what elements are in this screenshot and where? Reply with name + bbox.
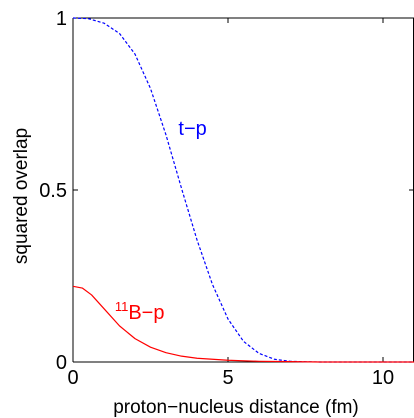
x-tick-label: 0 xyxy=(67,367,78,389)
ticks: 0 5 10 0 0.5 1 xyxy=(39,8,414,389)
y-tick-label: 1 xyxy=(56,8,67,30)
series-label-t-p: t−p xyxy=(178,118,206,140)
x-axis-label: proton−nucleus distance (fm) xyxy=(113,397,359,418)
x-tick-label: 5 xyxy=(222,367,233,389)
x-tick-label: 10 xyxy=(372,367,394,389)
series-label-b-p-mass: 11 xyxy=(115,299,129,314)
series-layer xyxy=(72,17,414,363)
y-axis-label: squared overlap xyxy=(11,128,32,264)
series-label-b-p: 11B−p xyxy=(115,299,165,324)
series-label-b-p-name: B−p xyxy=(128,302,164,324)
series-line-1 xyxy=(72,285,414,363)
y-tick-label: 0.5 xyxy=(39,180,67,202)
y-tick-label: 0 xyxy=(56,352,67,374)
